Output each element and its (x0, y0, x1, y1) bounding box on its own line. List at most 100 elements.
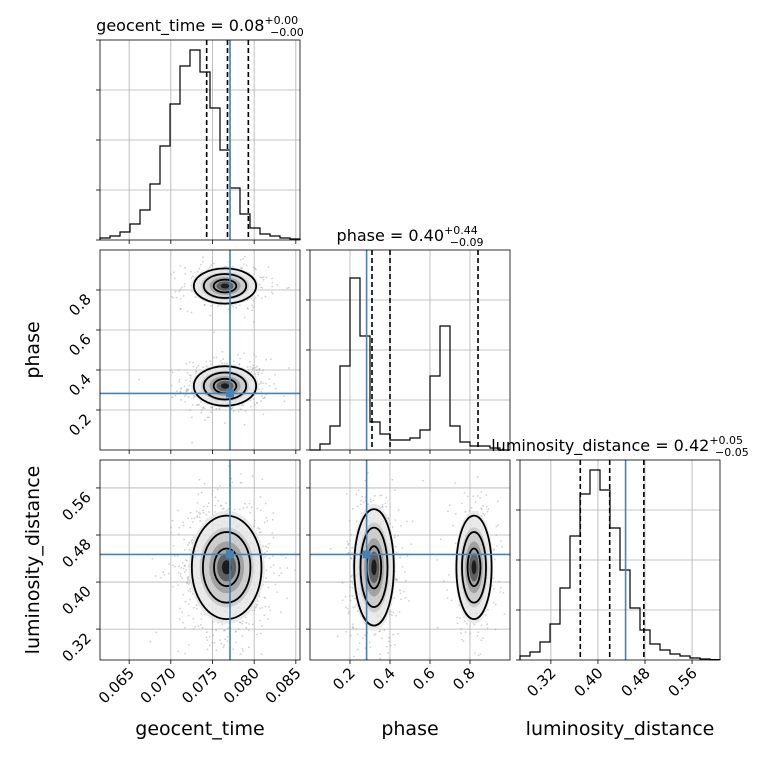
sample-point (255, 369, 258, 372)
panel-frame (309, 249, 511, 451)
sample-point (257, 371, 260, 374)
sample-point (486, 510, 489, 513)
sample-point (185, 379, 187, 382)
sample-point (263, 521, 266, 524)
sample-point (410, 543, 413, 545)
sample-point (231, 481, 234, 484)
y-tick-label: 0.56 (58, 488, 94, 524)
sample-point (186, 576, 189, 579)
sample-point (374, 495, 376, 497)
sample-point (239, 621, 242, 624)
contour-0 (192, 267, 258, 305)
sample-point (213, 262, 215, 265)
histogram-geocent_time (99, 49, 301, 240)
sample-point (196, 404, 199, 406)
sample-point (262, 369, 265, 372)
sample-point (244, 255, 246, 258)
sample-point (246, 307, 249, 309)
sample-point (179, 572, 182, 575)
sample-point (170, 295, 173, 298)
sample-point (351, 595, 354, 597)
sample-point (271, 281, 274, 284)
sample-point (243, 423, 246, 426)
histogram-luminosity_distance (519, 469, 721, 661)
contour-1 (202, 273, 248, 299)
sample-point (251, 304, 253, 307)
sample-point (202, 406, 205, 409)
sample-point (476, 635, 479, 637)
sample-point (187, 578, 189, 581)
sample-point (486, 608, 489, 611)
sample-point (480, 491, 483, 493)
sample-point (202, 406, 204, 409)
sample-point (260, 382, 262, 385)
sample-point (259, 619, 261, 622)
sample-point (294, 569, 296, 572)
sample-point (469, 633, 471, 635)
sample-point (492, 601, 495, 604)
sample-point (461, 502, 463, 505)
sample-point (195, 607, 198, 610)
sample-point (406, 555, 409, 557)
sample-point (169, 526, 172, 529)
sample-point (191, 404, 194, 406)
sample-point (181, 561, 184, 564)
sample-point (238, 363, 241, 366)
sample-point (239, 481, 242, 484)
sample-point (255, 605, 257, 608)
sample-point (190, 277, 193, 279)
sample-point (350, 557, 353, 560)
sample-point (237, 353, 239, 356)
sample-point (355, 628, 358, 631)
sample-point (213, 356, 215, 359)
sample-point (251, 609, 254, 612)
sample-point (356, 633, 359, 636)
sample-point (272, 512, 275, 514)
sample-point (379, 494, 381, 497)
sample-point (271, 277, 273, 280)
sample-point (269, 609, 272, 612)
sample-point (272, 564, 275, 566)
sample-point (256, 365, 258, 368)
sample-point (186, 559, 188, 562)
sample-point (394, 489, 396, 492)
sample-point (239, 408, 242, 411)
sample-point (174, 565, 176, 568)
sample-point (256, 603, 259, 606)
sample-point (187, 590, 190, 592)
sample-point (186, 388, 188, 390)
sample-point (477, 631, 480, 633)
sample-point (252, 398, 255, 401)
sample-point (385, 505, 387, 508)
sample-point (353, 655, 355, 658)
sample-point (187, 389, 189, 391)
sample-point (188, 541, 191, 544)
sample-point (187, 544, 189, 546)
contour-0 (353, 508, 395, 627)
sample-point (397, 509, 400, 511)
sample-point (349, 634, 352, 637)
sample-point (256, 507, 259, 510)
sample-point (227, 627, 229, 629)
sample-point (210, 411, 213, 414)
sample-point (254, 297, 257, 299)
sample-point (341, 599, 344, 602)
sample-point (283, 400, 286, 403)
sample-point (403, 571, 406, 573)
sample-point (198, 403, 201, 406)
sample-point (188, 384, 191, 387)
sample-point (466, 495, 469, 498)
y-tick-label: 0.6 (65, 330, 95, 360)
sample-point (212, 620, 215, 623)
sample-point (197, 493, 200, 496)
x-tick-label: 0.4 (369, 664, 399, 694)
sample-point (184, 267, 186, 269)
sample-point (253, 609, 256, 611)
sample-point (267, 586, 270, 589)
sample-point (177, 509, 179, 512)
sample-point (485, 614, 487, 617)
sample-point (462, 640, 465, 643)
contour-0 (190, 514, 263, 621)
sample-point (221, 507, 224, 510)
sample-point (459, 617, 461, 619)
